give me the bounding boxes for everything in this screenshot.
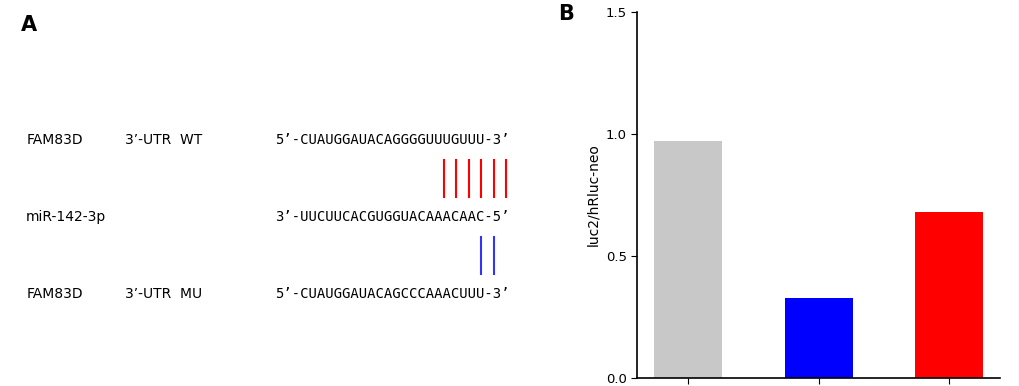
Bar bbox=[784, 298, 852, 378]
Text: miR-142-3p: miR-142-3p bbox=[26, 210, 106, 224]
Text: 3’-UTR  MU: 3’-UTR MU bbox=[124, 287, 202, 301]
Text: B: B bbox=[557, 4, 573, 24]
Y-axis label: luc2/hRluc-neo: luc2/hRluc-neo bbox=[586, 144, 600, 246]
Bar bbox=[653, 141, 721, 378]
Text: 5’-CUAUGGAUACAGGGGUUUGUUU-3’: 5’-CUAUGGAUACAGGGGUUUGUUU-3’ bbox=[275, 133, 510, 147]
Bar bbox=[914, 212, 982, 378]
Text: FAM83D: FAM83D bbox=[26, 287, 83, 301]
Text: 3’-UUCUUCACGUGGUACAAACAAC-5’: 3’-UUCUUCACGUGGUACAAACAAC-5’ bbox=[275, 210, 510, 224]
Text: A: A bbox=[20, 15, 37, 35]
Text: FAM83D: FAM83D bbox=[26, 133, 83, 147]
Text: 5’-CUAUGGAUACAGCCCAAACUUU-3’: 5’-CUAUGGAUACAGCCCAAACUUU-3’ bbox=[275, 287, 510, 301]
Text: 3’-UTR  WT: 3’-UTR WT bbox=[124, 133, 202, 147]
